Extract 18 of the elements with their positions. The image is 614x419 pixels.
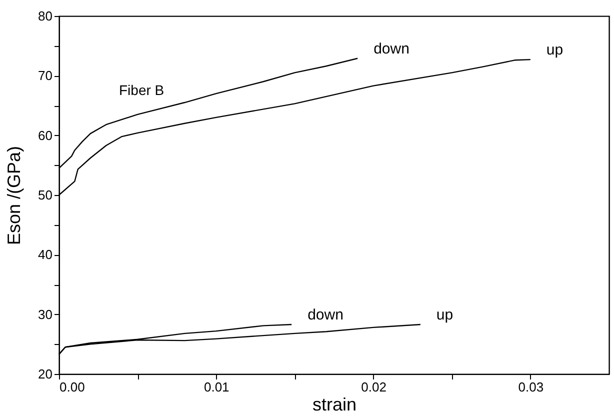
- y-tick-label: 40: [38, 247, 52, 262]
- x-axis-title: strain: [312, 394, 357, 414]
- y-tick-label: 50: [38, 188, 52, 202]
- y-tick-label: 70: [38, 68, 52, 84]
- series-label: up: [546, 42, 564, 59]
- series-label: up: [436, 306, 454, 324]
- y-axis-title: Eson /(GPa): [4, 146, 24, 246]
- x-tick-label: 0.00: [60, 380, 85, 394]
- series-label: down: [308, 306, 344, 324]
- y-tick-label: 30: [38, 306, 52, 322]
- x-tick-label: 0.01: [204, 380, 230, 394]
- x-tick-label: 0.03: [518, 380, 544, 394]
- series-label: down: [374, 40, 410, 58]
- y-tick-label: 20: [38, 366, 52, 382]
- x-tick-label: 0.02: [361, 380, 386, 394]
- y-tick-label: 60: [38, 128, 52, 143]
- annotation: Fiber B: [119, 82, 164, 98]
- y-tick-label: 80: [38, 8, 52, 24]
